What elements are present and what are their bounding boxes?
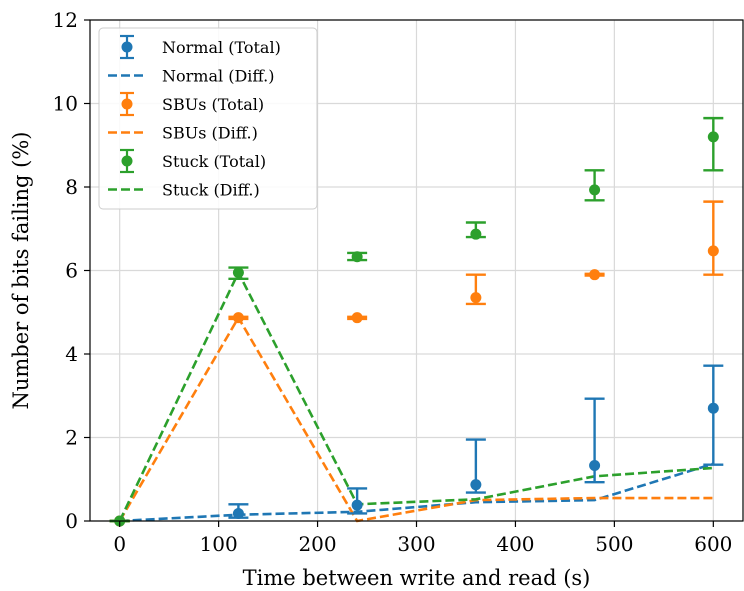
data-point-stuck-total	[589, 184, 601, 196]
data-point-sbus-total	[707, 245, 719, 257]
series-line-normal-diff	[119, 462, 714, 523]
legend-label: Stuck (Total)	[162, 152, 266, 171]
legend-handle-marker	[121, 98, 133, 110]
y-tick-label: 10	[53, 92, 78, 116]
legend-handle-marker	[121, 41, 133, 53]
y-tick-label: 0	[65, 509, 78, 533]
data-point-stuck-total	[232, 267, 244, 279]
data-point-stuck-total	[351, 251, 363, 263]
legend-handle-marker	[121, 155, 133, 167]
y-axis-label: Number of bits failing (%)	[9, 132, 33, 410]
x-tick-label: 600	[694, 532, 732, 556]
x-tick-label: 100	[200, 532, 238, 556]
series-line-sbus-diff	[118, 315, 714, 523]
legend-label: SBUs (Total)	[162, 95, 264, 114]
legend-label: Stuck (Diff.)	[162, 181, 260, 200]
x-tick-label: 400	[496, 532, 534, 556]
legend-label: Normal (Diff.)	[162, 67, 275, 86]
data-point-normal-total	[232, 507, 244, 519]
data-point-stuck-total	[707, 131, 719, 143]
data-point-normal-total	[707, 402, 719, 414]
y-tick-label: 8	[65, 175, 78, 199]
x-axis-label: Time between write and read (s)	[243, 566, 591, 590]
tick-layer: 0 100 200 300 400 500 600 0 2 4 6 8 10 12	[53, 8, 733, 556]
x-tick-label: 0	[113, 532, 126, 556]
legend-box	[98, 27, 318, 210]
y-tick-label: 12	[53, 8, 78, 32]
y-tick-label: 6	[65, 259, 78, 283]
x-tick-label: 300	[397, 532, 435, 556]
data-point-sbus-total	[351, 312, 363, 324]
x-tick-label: 200	[298, 532, 336, 556]
data-point-normal-total	[470, 479, 482, 491]
legend-label: Normal (Total)	[162, 38, 281, 57]
legend: Normal (Total) Normal (Diff.) SBUs (Total)…	[98, 27, 318, 210]
data-point-sbus-total	[470, 292, 482, 304]
data-point-sbus-total	[589, 269, 601, 281]
y-tick-label: 4	[65, 342, 78, 366]
data-point-normal-total	[351, 499, 363, 511]
data-point-stuck-total	[470, 228, 482, 240]
legend-label: SBUs (Diff.)	[162, 124, 258, 143]
x-tick-label: 500	[595, 532, 633, 556]
data-point-normal-total	[589, 459, 601, 471]
y-tick-label: 2	[65, 426, 78, 450]
data-point-sbus-total	[232, 312, 244, 324]
series-line-stuck-diff	[118, 269, 714, 522]
